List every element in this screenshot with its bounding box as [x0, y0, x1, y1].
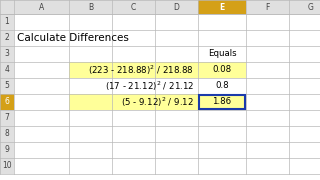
- Text: 5: 5: [4, 82, 9, 91]
- Text: D: D: [173, 3, 180, 12]
- Text: E: E: [220, 3, 225, 12]
- Text: Calculate Differences: Calculate Differences: [17, 33, 129, 43]
- Text: 10: 10: [2, 161, 12, 170]
- Text: 0.8: 0.8: [215, 82, 229, 91]
- Text: B: B: [88, 3, 93, 12]
- Text: G: G: [308, 3, 313, 12]
- Bar: [0, 0, 14, 174]
- Bar: [198, 0, 246, 14]
- Text: C: C: [131, 3, 136, 12]
- Text: (223 - 218.88)$^{2}$ / 218.88: (223 - 218.88)$^{2}$ / 218.88: [88, 63, 194, 77]
- Bar: [199, 95, 245, 109]
- Text: 7: 7: [4, 114, 9, 123]
- Text: 8: 8: [4, 129, 9, 138]
- Bar: [69, 62, 246, 78]
- Text: (17 - 21.12)$^{2}$ / 21.12: (17 - 21.12)$^{2}$ / 21.12: [105, 79, 194, 93]
- Text: 0.08: 0.08: [212, 66, 232, 75]
- Text: A: A: [39, 3, 44, 12]
- Text: 1.86: 1.86: [212, 98, 232, 107]
- Text: Equals: Equals: [208, 50, 236, 59]
- Text: 9: 9: [4, 145, 9, 154]
- Bar: [0, 94, 14, 110]
- Bar: [0, 0, 320, 14]
- Text: 3: 3: [4, 50, 9, 59]
- Text: 4: 4: [4, 66, 9, 75]
- Text: 6: 6: [4, 98, 9, 107]
- Text: F: F: [265, 3, 270, 12]
- Bar: [69, 94, 246, 110]
- Text: 2: 2: [4, 33, 9, 42]
- Text: 1: 1: [4, 17, 9, 26]
- Text: (5 - 9.12)$^{2}$ / 9.12: (5 - 9.12)$^{2}$ / 9.12: [121, 95, 194, 109]
